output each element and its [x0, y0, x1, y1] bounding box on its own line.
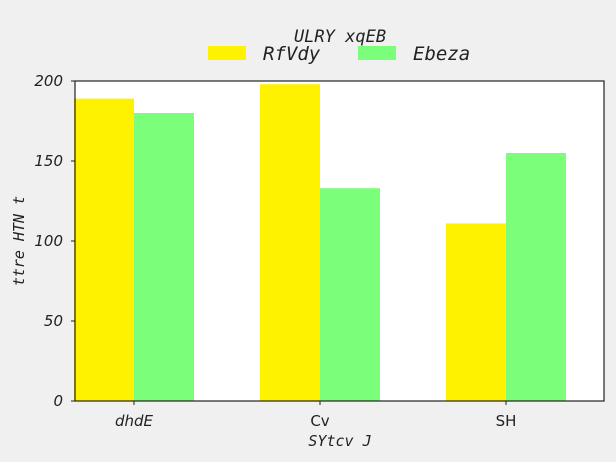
- y-axis-label: ttre HTN t: [10, 196, 28, 286]
- x-tick-label: SH: [496, 412, 517, 430]
- x-tick-label: Cv: [310, 412, 329, 430]
- legend-label-ebeza: Ebeza: [413, 43, 470, 65]
- bar-rfvdy-sh: [446, 223, 506, 401]
- y-tick-label: 150: [34, 152, 63, 170]
- legend-swatch-ebeza: [358, 46, 396, 60]
- y-tick-label: 0: [53, 392, 63, 410]
- legend-label-rfvdy: RfVdy: [263, 43, 321, 65]
- y-tick-label: 100: [34, 232, 63, 250]
- y-tick-label: 50: [44, 312, 63, 330]
- x-axis-label: SYtcv J: [308, 432, 371, 450]
- bar-ebeza-cv: [320, 188, 380, 401]
- x-tick-label: dhdE: [115, 412, 154, 430]
- bar-ebeza-sh: [506, 153, 566, 401]
- bar-rfvdy-cv: [260, 84, 320, 401]
- bar-rfvdy-dhde: [74, 98, 134, 401]
- x-axis-ticks: dhdE Cv SH: [115, 401, 516, 430]
- legend: RfVdy Ebeza: [208, 43, 470, 65]
- legend-swatch-rfvdy: [208, 46, 246, 60]
- chart-title: ULRY xqEB: [294, 27, 386, 47]
- y-tick-label: 200: [34, 72, 63, 90]
- bar-ebeza-dhde: [134, 113, 194, 401]
- y-axis-ticks: 0 50 100 150 200: [34, 72, 75, 410]
- bars-group: [74, 84, 566, 401]
